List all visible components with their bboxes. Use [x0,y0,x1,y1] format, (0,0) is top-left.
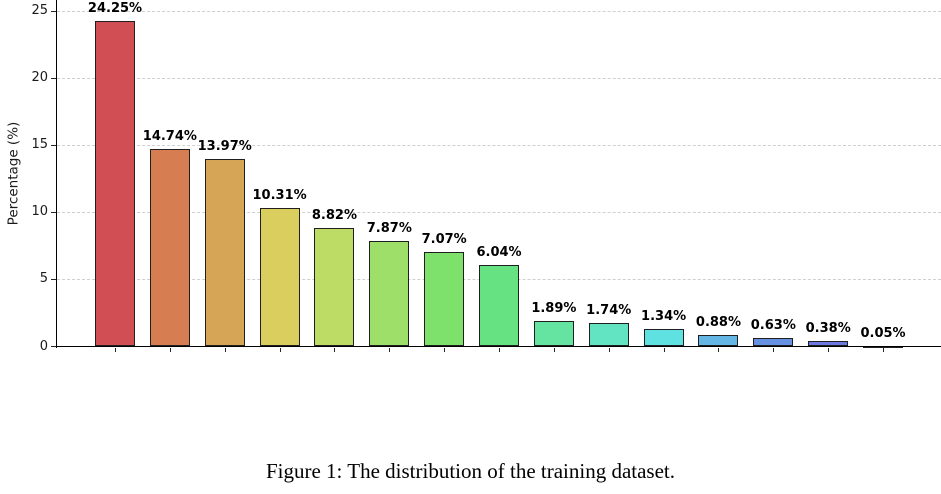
bar-value-label: 0.38% [805,321,851,337]
y-axis-tick-label: 0 [39,338,48,354]
bar-value-label: 14.74% [142,128,197,144]
x-axis-tick [334,347,336,352]
bar-value-label: 1.34% [641,308,687,324]
y-axis-tick-label: 20 [31,70,48,86]
bar-value-label: 6.04% [476,245,522,261]
x-axis-tick [883,347,885,352]
gridline [57,211,941,213]
bar [314,228,355,347]
y-axis-tick [51,211,57,213]
x-axis-tick [773,347,775,352]
x-axis-tick [828,347,830,352]
bar-value-label: 13.97% [197,139,252,155]
y-axis-tick [51,278,57,280]
y-axis-spine [56,0,58,348]
y-axis-tick [51,77,57,79]
y-axis-tick-label: 15 [31,137,48,153]
bar [204,159,245,347]
bar [588,323,629,347]
y-axis-tick [51,10,57,12]
x-axis-tick [499,347,501,352]
bar [424,251,465,347]
bar [808,341,849,347]
bar-value-label: 7.87% [366,220,412,236]
gridline [57,77,941,79]
bar-value-label: 7.07% [421,231,467,247]
y-axis-tick-label: 5 [39,271,48,287]
y-axis-tick [51,346,57,347]
x-axis-tick [663,347,665,352]
bar-value-label: 1.74% [586,303,632,319]
bar [479,265,520,347]
bar [259,208,300,347]
bar [149,148,190,347]
x-axis-tick [444,347,446,352]
bar [95,21,135,347]
x-axis-tick [718,347,720,352]
x-axis-tick [115,347,116,352]
bar-value-label: 1.89% [531,301,577,317]
bar [698,334,739,347]
bar-value-label: 8.82% [311,208,357,224]
bar-value-label: 24.25% [87,1,143,17]
x-axis-spine [56,346,941,348]
bar [369,240,410,347]
bar-value-label: 0.63% [750,318,796,334]
bar-value-label: 0.05% [860,325,906,341]
x-axis-tick [389,347,391,352]
y-axis-title: Percentage (%) [5,121,22,226]
bar-value-label: 10.31% [252,188,307,204]
x-axis-tick [279,347,281,352]
bar [753,338,794,347]
y-axis-tick [51,144,57,146]
x-axis-tick [553,347,555,352]
gridline [57,144,941,146]
x-axis-tick [608,347,610,352]
gridline [57,10,941,12]
x-axis-tick [169,347,171,352]
y-axis-tick-label: 10 [31,204,48,220]
bar-value-label: 0.88% [695,314,742,330]
x-axis-tick [224,347,226,352]
bar [533,321,574,347]
y-axis-tick-label: 25 [31,3,48,18]
figure-caption: Figure 1: The distribution of the traini… [265,459,676,483]
bar [643,328,684,347]
